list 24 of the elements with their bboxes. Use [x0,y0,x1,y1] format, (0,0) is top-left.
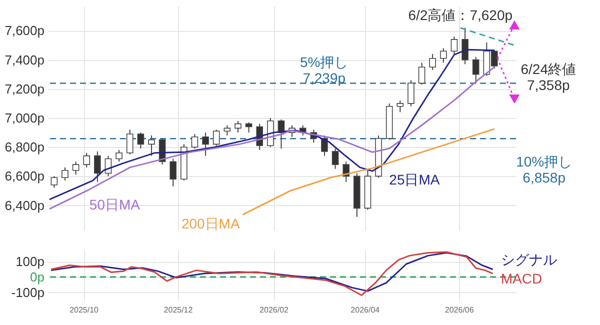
series-label: 25日MA [389,172,440,188]
series-label: シグナル [500,251,557,268]
y-tick-label: 6,400p [4,198,44,213]
annotation: 6/24終値 7,358p [520,60,576,93]
annotation: 6/2高値：7,620p [408,6,513,23]
ref-line-label: 5%押し 7,239p [300,54,348,86]
x-tick-label: 2026/04 [350,306,380,314]
y-tick-label: -100p [11,284,44,300]
y-tick-label: 7,200p [4,81,44,96]
x-tick-label: 2025/10 [70,306,100,314]
y-tick-label: 6,800p [4,140,44,155]
x-tick-label: 2026/02 [260,306,290,314]
series-label: 50日MA [89,196,141,212]
x-tick-label: 2025/12 [164,306,194,314]
y-tick-label: 7,000p [4,110,44,126]
x-tick-label: 2026/06 [444,306,474,314]
y-tick-label: 6,600p [4,168,44,184]
y-tick-label: 0p [30,269,44,284]
ref-line-label: 10%押し 6,858p [516,154,572,186]
series-label: MACD [500,270,542,287]
y-tick-label: 7,400p [4,52,44,68]
y-tick-label: 7,600p [4,23,44,38]
series-label: 200日MA [181,216,240,232]
y-tick-label: 100p [16,254,44,270]
